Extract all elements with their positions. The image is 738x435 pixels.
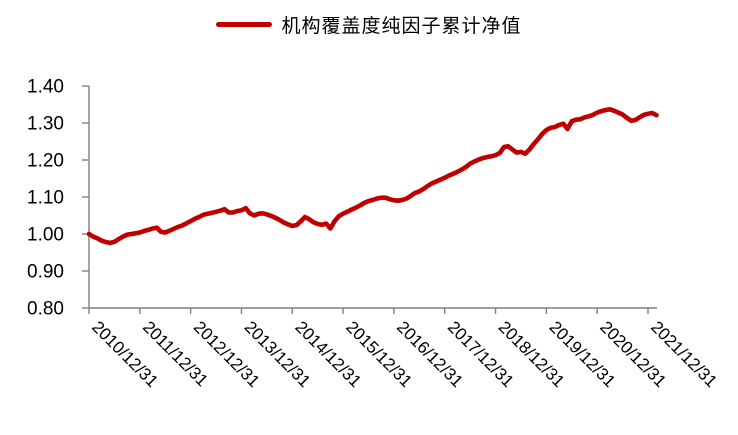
svg-text:0.80: 0.80 [27,299,64,320]
x-axis-labels: 2010/12/312011/12/312012/12/312013/12/31… [88,317,721,391]
legend-label: 机构覆盖度纯因子累计净值 [281,15,522,37]
y-axis-labels: 0.80 0.90 1.00 1.10 1.20 1.30 1.40 [27,77,64,320]
legend-line-swatch [216,21,273,27]
svg-text:1.00: 1.00 [27,225,64,246]
svg-text:1.30: 1.30 [27,114,64,135]
legend: 机构覆盖度纯因子累计净值 [0,10,738,38]
series-line [86,107,659,246]
svg-text:1.10: 1.10 [27,188,64,209]
y-axis-ticks [82,85,89,309]
svg-text:0.90: 0.90 [27,262,64,283]
svg-text:1.40: 1.40 [27,77,64,98]
svg-text:1.20: 1.20 [27,151,64,172]
x-axis-ticks [88,308,649,314]
